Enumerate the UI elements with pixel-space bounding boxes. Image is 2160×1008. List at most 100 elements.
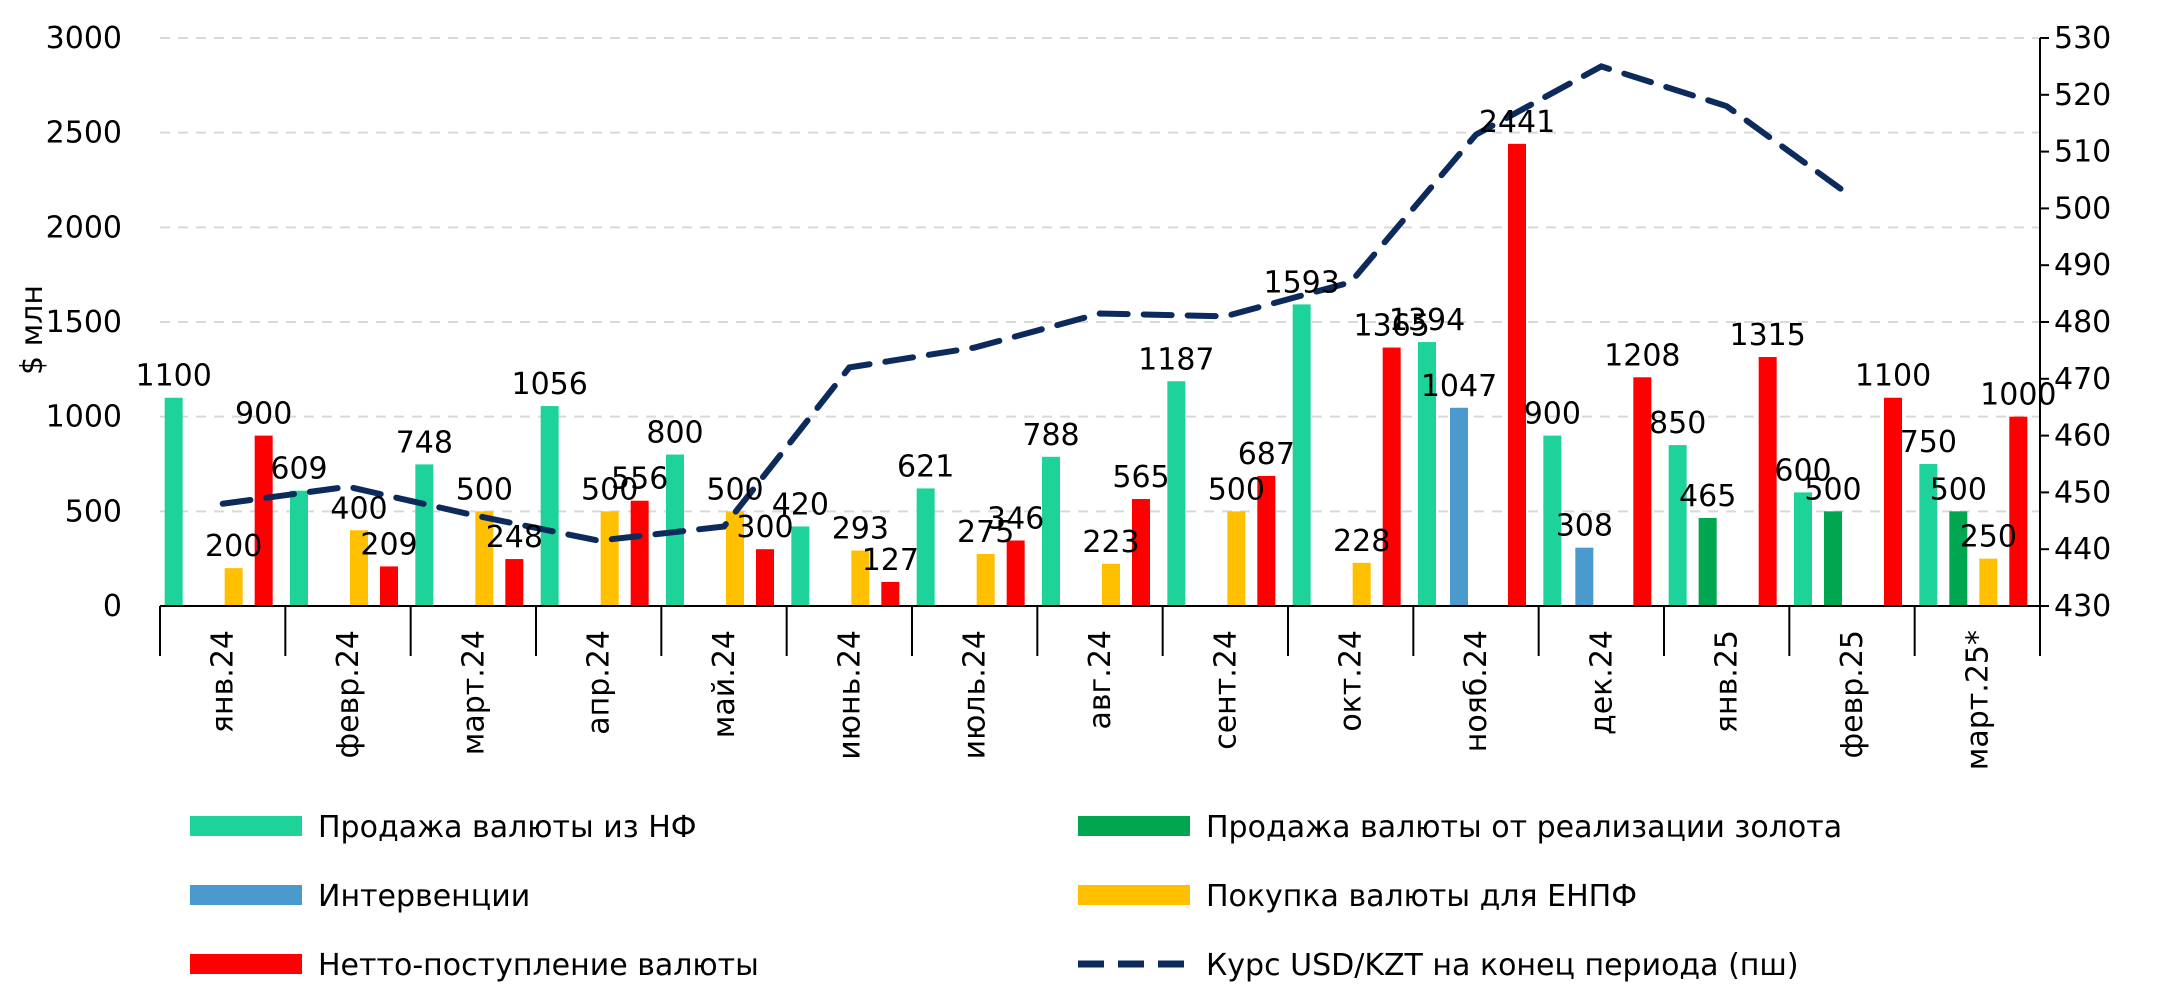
bar [1167, 381, 1186, 606]
y-tick-label: 500 [65, 494, 122, 529]
data-label: 687 [1238, 437, 1295, 472]
y-tick-label: 2000 [46, 210, 122, 245]
bar [1919, 464, 1938, 606]
legend-label: Продажа валюты из НФ [318, 810, 697, 845]
y2-tick-label: 480 [2054, 305, 2111, 340]
bar [505, 559, 524, 606]
data-label: 500 [1930, 472, 1987, 507]
data-label: 1047 [1421, 369, 1497, 404]
bar [851, 550, 870, 606]
legend-swatch [190, 885, 302, 905]
bars [164, 143, 2028, 606]
y-axis-title: $ млн [15, 285, 50, 375]
y2-tick-label: 530 [2054, 21, 2111, 56]
bar [976, 553, 995, 606]
data-label: 556 [611, 462, 668, 497]
legend-label: Нетто-поступление валюты [318, 948, 759, 983]
x-tick-label: июль.24 [958, 630, 993, 759]
data-label: 1187 [1138, 342, 1214, 377]
bar [1758, 357, 1777, 606]
bar [1132, 499, 1150, 606]
x-tick-label: дек.24 [1584, 630, 1619, 735]
data-label: 748 [396, 425, 453, 460]
x-tick-label: сент.24 [1208, 630, 1243, 750]
y-axis-primary: 0 500 1000 1500 2000 2500 3000 [46, 21, 122, 624]
data-label: 1100 [1855, 359, 1931, 394]
bar [1257, 475, 1276, 606]
legend-swatch [190, 816, 302, 836]
data-label: 275 [957, 515, 1014, 550]
bar [1884, 397, 1902, 606]
bar [1006, 540, 1025, 606]
x-tick-label: окт.24 [1334, 630, 1369, 732]
bar [1824, 511, 1842, 606]
bar [290, 490, 308, 606]
y-tick-label: 2500 [46, 116, 122, 151]
legend-label: Покупка валюты для ЕНПФ [1206, 879, 1637, 914]
bar [350, 530, 368, 606]
data-label: 900 [235, 397, 292, 432]
x-tick-label: янв.25 [1710, 630, 1745, 733]
y2-tick-label: 520 [2054, 78, 2111, 113]
data-label: 750 [1900, 425, 1957, 460]
x-tick-label: февр.24 [331, 630, 366, 759]
rate-line-path [219, 63, 1855, 544]
data-label: 300 [736, 510, 793, 545]
x-axis: янв.24 февр.24 март.24 апр.24 май.24 июнь.24 и… [159, 605, 2041, 770]
data-label: 200 [205, 529, 262, 564]
data-label: 223 [1082, 525, 1139, 560]
data-label: 1100 [135, 359, 211, 394]
data-label: 621 [897, 449, 954, 484]
legend-swatch [1078, 816, 1190, 836]
bar [2009, 416, 2028, 606]
data-label: 293 [832, 512, 889, 547]
x-tick-label: май.24 [707, 630, 742, 738]
bar [415, 464, 434, 606]
y-tick-label: 1000 [46, 400, 122, 435]
x-tick-label: июнь.24 [832, 630, 867, 760]
legend-label: Интервенции [318, 879, 530, 914]
y2-tick-label: 460 [2054, 419, 2111, 454]
data-label: 420 [772, 487, 829, 522]
bar [1508, 143, 1526, 606]
rate-line [219, 63, 1855, 544]
y-axis-secondary: 430 440 450 460 470 480 490 500 510 520 530 [2039, 21, 2111, 624]
bar [1633, 377, 1652, 606]
bar [224, 568, 243, 606]
x-tick-label: март.24 [456, 630, 491, 755]
bar [1418, 342, 1436, 606]
bar [254, 435, 273, 606]
bar [726, 511, 744, 606]
bar [1292, 304, 1311, 606]
y2-tick-label: 500 [2054, 191, 2111, 226]
bar [600, 511, 619, 606]
y2-tick-label: 470 [2054, 362, 2111, 397]
legend-label: Продажа валюты от реализации золота [1206, 810, 1842, 845]
y-tick-label: 0 [103, 589, 122, 624]
bar [916, 488, 935, 606]
y-tick-label: 3000 [46, 21, 122, 56]
data-label: 900 [1524, 397, 1581, 432]
bar [791, 526, 810, 606]
data-label: 600 [1774, 453, 1831, 488]
bar [540, 406, 559, 606]
data-label: 1056 [511, 367, 587, 402]
bar [1450, 407, 1468, 606]
bar [1949, 511, 1968, 606]
x-tick-label: авг.24 [1083, 630, 1118, 730]
x-tick-label: февр.25 [1835, 630, 1870, 759]
data-label: 850 [1649, 406, 1706, 441]
data-label: 228 [1333, 524, 1390, 559]
data-label: 500 [1208, 472, 1265, 507]
bar [1382, 347, 1401, 606]
y2-tick-label: 440 [2054, 532, 2111, 567]
legend-swatch [1078, 885, 1190, 905]
data-label: 1000 [1980, 378, 2056, 413]
bar [1543, 435, 1562, 606]
data-label: 400 [330, 491, 387, 526]
bar [1698, 517, 1717, 606]
x-tick-label: март.25* [1960, 630, 1995, 770]
legend-swatch [190, 954, 302, 974]
x-tick-label: апр.24 [582, 630, 617, 735]
